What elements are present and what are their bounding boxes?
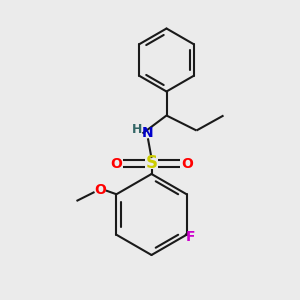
Text: O: O — [181, 157, 193, 170]
Text: F: F — [186, 230, 195, 244]
Text: O: O — [110, 157, 122, 170]
Text: O: O — [94, 184, 106, 197]
Text: H: H — [132, 123, 142, 136]
Text: N: N — [142, 126, 154, 140]
Text: S: S — [146, 154, 158, 172]
